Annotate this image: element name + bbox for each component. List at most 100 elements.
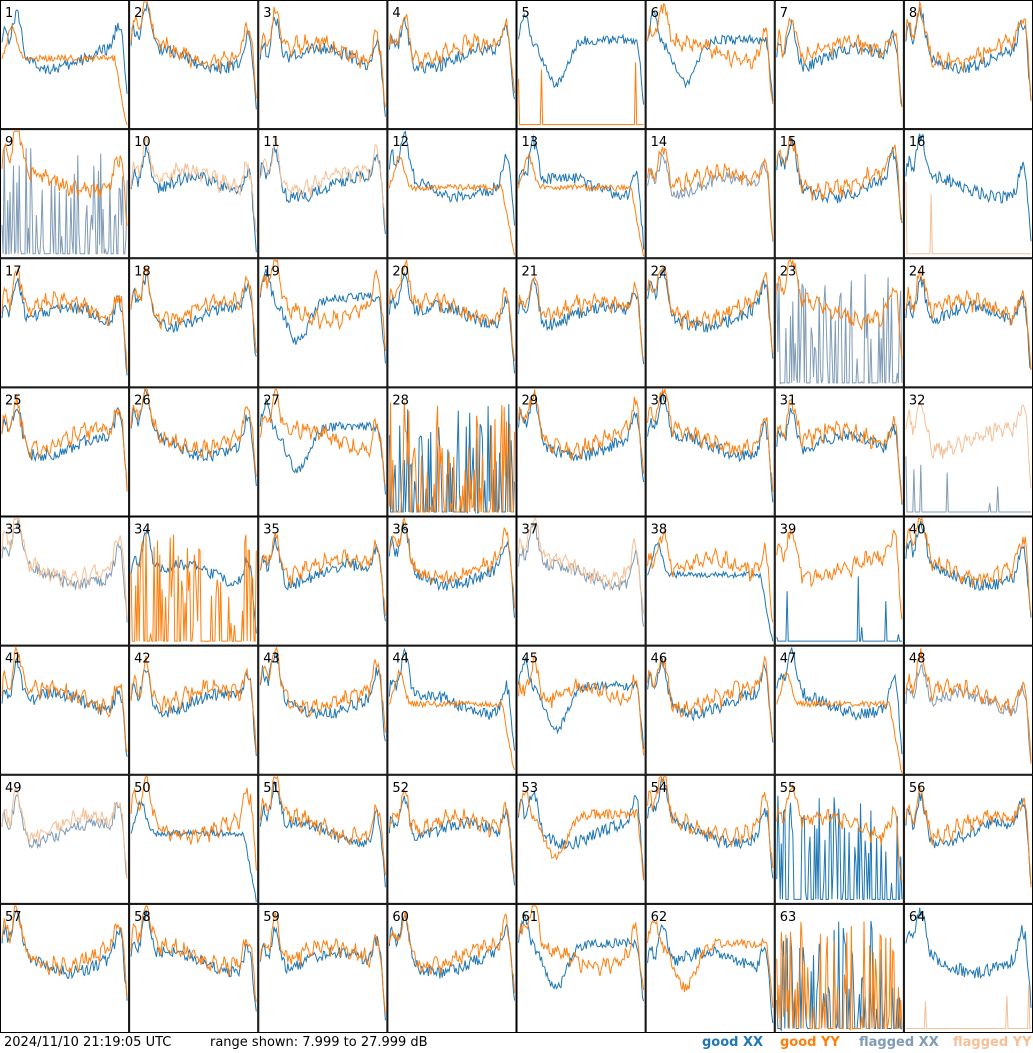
series-xx-line (518, 134, 645, 250)
panel-frame (516, 645, 646, 775)
legend-flagged-xx: flagged XX (859, 1035, 939, 1050)
series-xx-line (130, 909, 257, 1012)
panel-24: 24 (903, 258, 1033, 388)
panel-label: 4 (392, 6, 400, 21)
panel-label: 33 (5, 523, 22, 538)
panel-frame (258, 903, 388, 1033)
series-yy-line (130, 134, 257, 233)
panel-51: 51 (258, 774, 388, 904)
panel-32: 32 (903, 387, 1033, 517)
series-yy-line (259, 259, 386, 352)
series-xx-line (130, 669, 257, 757)
panel-frame (645, 516, 775, 646)
panel-frame (387, 129, 517, 259)
series-xx-line (259, 781, 386, 888)
panel-19: 19 (258, 258, 388, 388)
panel-frame (774, 516, 904, 646)
panel-label: 44 (392, 652, 409, 667)
panel-frame (129, 645, 259, 775)
panel-label: 8 (909, 6, 917, 21)
panel-13: 13 (516, 129, 646, 259)
footer-bar: 2024/11/10 21:19:05 UTC range shown: 7.9… (0, 1033, 1033, 1053)
panel-frame (645, 129, 775, 259)
series-yy-line (130, 266, 257, 353)
panel-frame (516, 774, 646, 904)
series-yy-line (905, 785, 1032, 888)
series-yy-line (518, 389, 645, 474)
panel-41: 41 (0, 645, 130, 775)
panel-label: 59 (263, 910, 280, 925)
series-xx-line (776, 273, 903, 385)
panel-3: 3 (258, 0, 388, 130)
series-yy-line (388, 789, 515, 878)
panel-7: 7 (774, 0, 904, 130)
panel-label: 52 (392, 781, 409, 796)
panel-label: 26 (134, 393, 151, 408)
panel-48: 48 (903, 645, 1033, 775)
panel-58: 58 (129, 903, 259, 1033)
panel-label: 47 (780, 652, 797, 667)
panel-16: 16 (903, 129, 1033, 259)
panel-label: 57 (5, 910, 22, 925)
panel-label: 14 (651, 135, 668, 150)
panel-label: 64 (909, 910, 926, 925)
series-yy-line (905, 400, 1032, 489)
series-yy-line (776, 529, 903, 620)
panel-38: 38 (645, 516, 775, 646)
panel-label: 13 (522, 135, 539, 150)
panel-frame (516, 258, 646, 388)
series-yy-line (518, 153, 645, 257)
panel-label: 46 (651, 652, 668, 667)
series-yy-line (647, 655, 774, 739)
series-xx-line (776, 576, 902, 642)
panel-label: 7 (780, 6, 788, 21)
series-xx-line (259, 397, 386, 495)
panel-25: 25 (0, 387, 130, 517)
panel-frame (387, 774, 517, 904)
series-yy-line (1, 268, 128, 372)
panel-35: 35 (258, 516, 388, 646)
series-xx-line (905, 133, 1032, 242)
series-yy-line (1, 24, 128, 126)
panel-label: 35 (263, 523, 280, 538)
panel-frame (258, 129, 388, 259)
panel-37: 37 (516, 516, 646, 646)
panel-frame (0, 129, 130, 259)
panel-label: 19 (263, 264, 280, 279)
panel-43: 43 (258, 645, 388, 775)
panel-frame (258, 516, 388, 646)
series-xx-line (130, 388, 257, 487)
panel-label: 29 (522, 393, 539, 408)
panel-label: 24 (909, 264, 926, 279)
panel-label: 18 (134, 264, 151, 279)
series-yy-line (647, 387, 774, 492)
series-xx-line (647, 542, 774, 642)
series-yy-line (776, 921, 903, 1031)
panel-22: 22 (645, 258, 775, 388)
panel-frame (516, 129, 646, 259)
panel-12: 12 (387, 129, 517, 259)
panel-4: 4 (387, 0, 517, 130)
panel-label: 38 (651, 523, 668, 538)
series-yy-line (130, 1, 257, 99)
panel-label: 53 (522, 781, 539, 796)
panel-frame (258, 0, 388, 130)
panel-label: 42 (134, 652, 151, 667)
panel-46: 46 (645, 645, 775, 775)
series-xx-line (1, 147, 128, 255)
panel-45: 45 (516, 645, 646, 775)
series-yy-line (1, 130, 128, 226)
panel-label: 3 (263, 6, 271, 21)
panel-label: 32 (909, 393, 926, 408)
panel-5: 5 (516, 0, 646, 130)
panel-label: 10 (134, 135, 151, 150)
series-xx-line (130, 1, 257, 110)
legend-good-xx: good XX (702, 1035, 764, 1050)
series-xx-line (518, 657, 645, 750)
series-yy-line (130, 533, 257, 643)
panel-57: 57 (0, 903, 130, 1033)
series-xx-line (518, 912, 645, 1002)
series-yy-line (647, 528, 774, 623)
series-xx-line (776, 137, 903, 224)
